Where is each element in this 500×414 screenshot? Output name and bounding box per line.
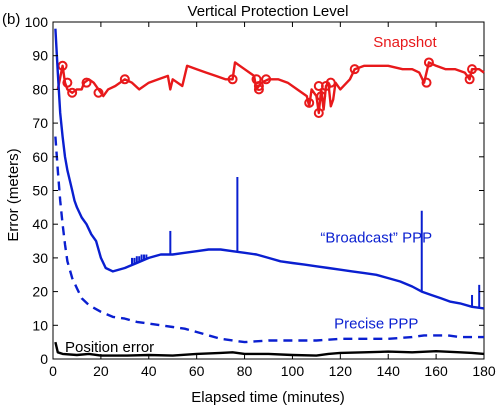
y-tick-label: 0 xyxy=(40,351,48,367)
data-point-snapshot xyxy=(253,81,264,92)
annotation-layer: Snapshot “Broadcast” PPP Precise PPP Positi… xyxy=(65,34,438,356)
x-tick-label: 80 xyxy=(237,363,253,379)
x-tick-label: 100 xyxy=(281,363,305,379)
data-point-snapshot xyxy=(423,57,434,68)
y-tick-label: 40 xyxy=(32,216,48,232)
y-tick-label: 70 xyxy=(32,115,48,131)
y-tick-label: 50 xyxy=(32,183,48,199)
data-point-snapshot xyxy=(316,91,327,102)
y-tick-label: 100 xyxy=(25,14,49,30)
x-tick-label: 180 xyxy=(472,363,496,379)
x-tick-label: 60 xyxy=(189,363,205,379)
x-tick-label: 120 xyxy=(329,363,353,379)
axis-layer: 0 20 40 60 80 100 120 140 160 180 0 10 20 30 40 50 60 70 8… xyxy=(25,14,496,379)
y-tick-label: 10 xyxy=(32,317,48,333)
data-point-snapshot xyxy=(304,97,315,108)
x-tick-label: 0 xyxy=(49,363,57,379)
series-layer xyxy=(54,28,485,357)
data-point-snapshot xyxy=(62,77,73,88)
annotation-position-error: Position error xyxy=(65,339,154,356)
y-tick-label: 80 xyxy=(32,81,48,97)
y-tick-label: 20 xyxy=(32,284,48,300)
data-point-snapshot xyxy=(261,74,272,85)
chart-title: Vertical Protection Level xyxy=(188,3,349,20)
x-axis-label: Elapsed time (minutes) xyxy=(191,389,344,406)
annotation-precise-ppp: Precise PPP xyxy=(334,316,418,333)
series-line-position-error xyxy=(54,341,485,357)
data-point-snapshot xyxy=(467,64,478,75)
panel-label: (b) xyxy=(2,11,20,28)
data-point-snapshot xyxy=(325,77,336,88)
data-point-snapshot xyxy=(464,74,475,85)
data-point-snapshot xyxy=(93,87,104,98)
x-tick-label: 160 xyxy=(424,363,448,379)
data-point-snapshot xyxy=(227,74,238,85)
series-line-broadcast-ppp xyxy=(54,28,485,310)
y-tick-label: 30 xyxy=(32,250,48,266)
x-tick-label: 140 xyxy=(377,363,401,379)
data-point-snapshot xyxy=(253,84,264,95)
data-point-snapshot xyxy=(421,77,432,88)
x-tick-label: 40 xyxy=(141,363,157,379)
data-point-snapshot xyxy=(67,87,78,98)
data-point-snapshot xyxy=(119,74,130,85)
series-line-snapshot xyxy=(56,61,485,115)
annotation-snapshot: Snapshot xyxy=(373,34,437,51)
data-point-snapshot xyxy=(349,64,360,75)
y-tick-label: 60 xyxy=(32,149,48,165)
series-line-precise-ppp xyxy=(54,136,484,344)
y-tick-label: 90 xyxy=(32,48,48,64)
x-tick-label: 20 xyxy=(93,363,109,379)
y-axis-label: Error (meters) xyxy=(5,148,22,241)
data-point-snapshot xyxy=(313,107,324,118)
annotation-broadcast-ppp: “Broadcast” PPP xyxy=(320,230,432,247)
data-point-snapshot xyxy=(81,77,92,88)
